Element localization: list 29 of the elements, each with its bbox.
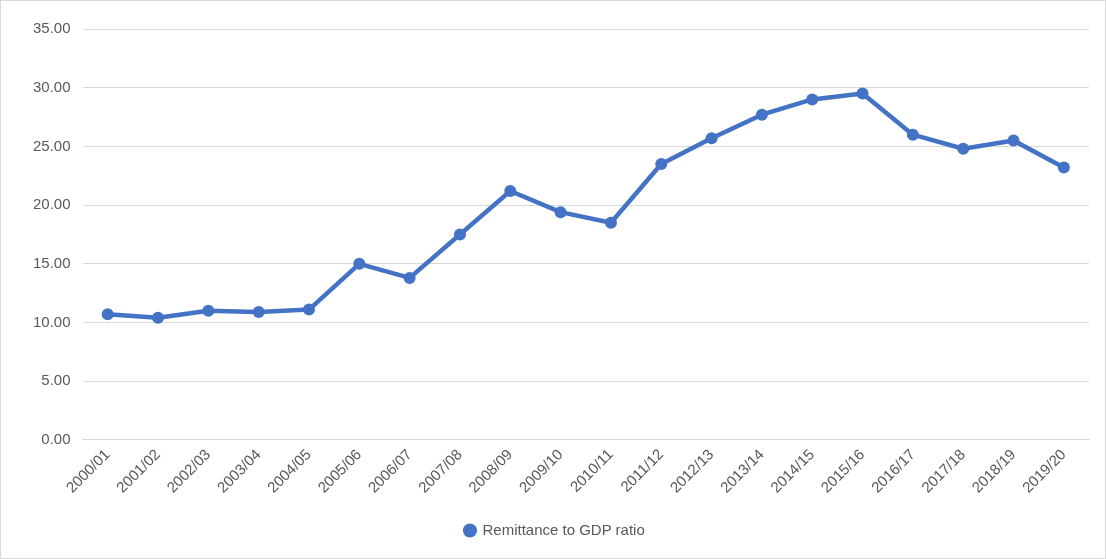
point xyxy=(604,216,617,229)
y-tick-label: 5.00 xyxy=(41,371,71,389)
point xyxy=(252,305,265,318)
y-tick-label: 15.00 xyxy=(32,253,71,271)
point xyxy=(655,158,668,171)
legend-label: Remittance to GDP ratio xyxy=(482,520,645,538)
y-tick-label: 30.00 xyxy=(32,77,71,95)
point xyxy=(353,257,366,270)
point xyxy=(453,228,466,241)
point xyxy=(302,303,315,316)
point xyxy=(806,93,819,106)
point xyxy=(554,206,567,219)
y-tick-label: 10.00 xyxy=(32,312,71,330)
y-tick-label: 25.00 xyxy=(32,136,71,154)
point xyxy=(504,185,517,198)
point xyxy=(1057,161,1070,174)
point xyxy=(101,308,114,321)
point xyxy=(856,87,869,100)
point xyxy=(403,271,416,284)
y-tick-label: 35.00 xyxy=(32,19,71,37)
point xyxy=(152,311,165,324)
point xyxy=(1007,134,1020,147)
point xyxy=(202,304,215,317)
y-tick-label: 20.00 xyxy=(32,195,71,213)
point xyxy=(755,108,768,121)
point xyxy=(705,132,718,145)
y-tick-label: 0.00 xyxy=(41,430,71,448)
point xyxy=(906,128,919,141)
point xyxy=(957,142,970,155)
